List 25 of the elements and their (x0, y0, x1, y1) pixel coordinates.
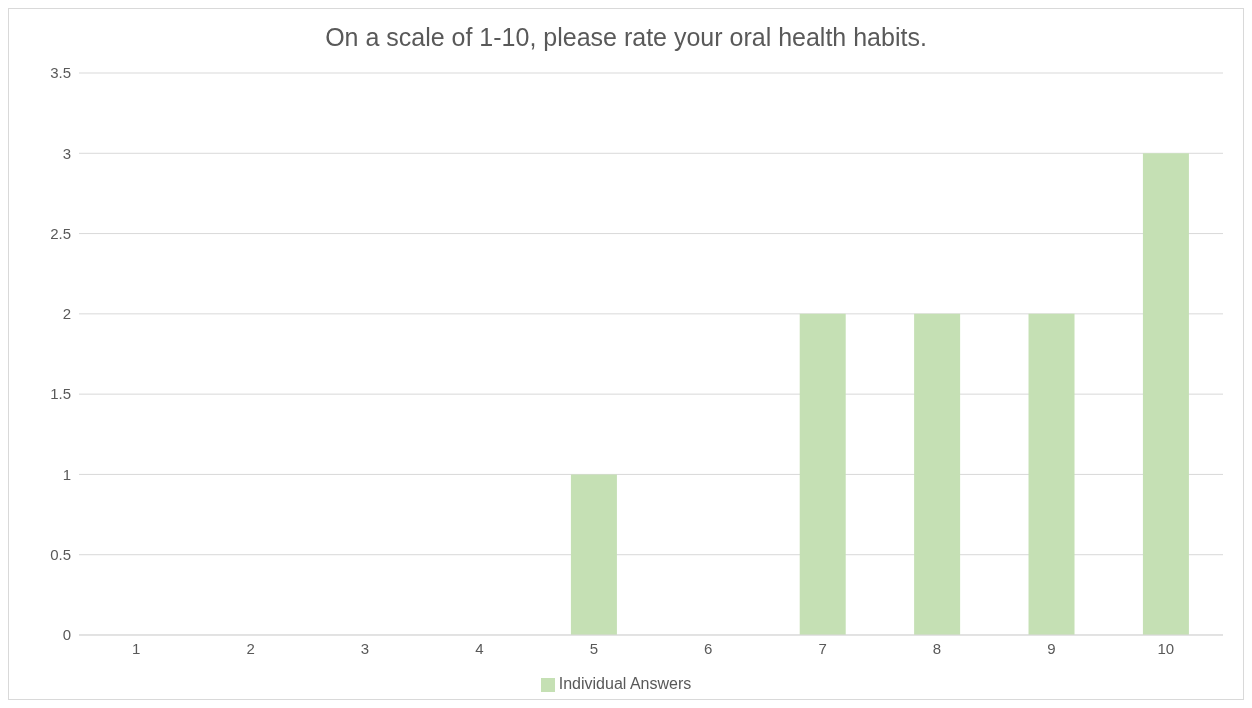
x-tick-label: 8 (932, 639, 942, 657)
y-tick-label: 3.5 (50, 64, 71, 82)
x-tick-label: 5 (589, 639, 598, 657)
x-tick-label: 10 (1157, 639, 1175, 657)
y-tick-label: 2 (62, 305, 71, 323)
y-tick-label: 0 (62, 626, 71, 644)
legend-label: Individual Answers (558, 675, 692, 692)
x-tick-label: 2 (246, 639, 255, 657)
x-tick-label: 9 (1047, 639, 1056, 657)
bar (570, 474, 617, 635)
x-tick-label: 1 (132, 639, 141, 657)
x-tick-label: 3 (360, 639, 370, 657)
x-tick-label: 6 (704, 639, 713, 657)
chart-title: On a scale of 1-10, please rate your oral health habits. (324, 22, 928, 53)
x-tick-label: 4 (475, 639, 484, 657)
y-tick-label: 0.5 (50, 546, 71, 564)
y-tick-label: 1.5 (50, 385, 71, 403)
bar (914, 313, 961, 635)
x-tick-label: 7 (818, 639, 827, 657)
bar (799, 313, 846, 635)
bar (1028, 313, 1075, 635)
y-tick-label: 1 (62, 465, 71, 483)
y-tick-label: 2.5 (50, 224, 71, 242)
y-tick-label: 3 (62, 144, 71, 162)
bar (1142, 153, 1189, 635)
